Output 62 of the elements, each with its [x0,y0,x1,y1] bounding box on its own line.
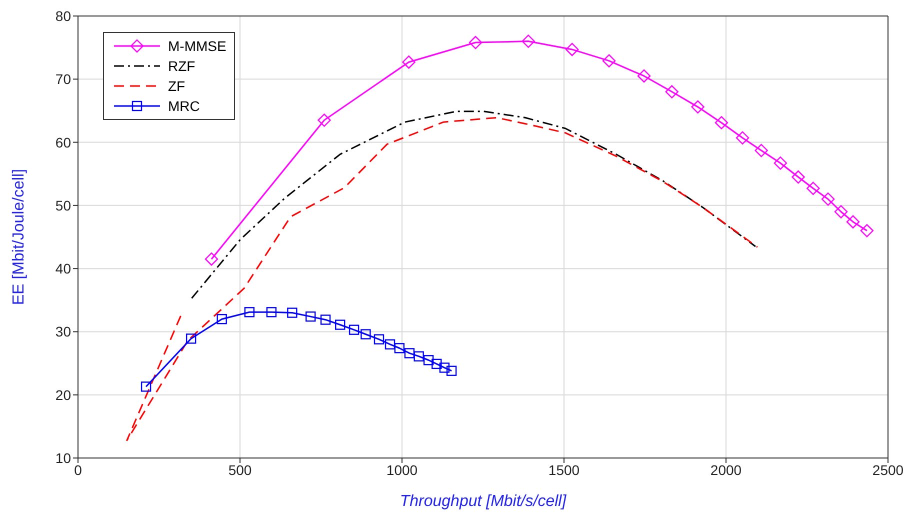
y-tick-label: 50 [55,197,72,214]
y-tick-label: 70 [55,71,72,88]
point [404,348,415,358]
y-tick-label: 40 [55,260,72,277]
point [432,358,442,370]
point [423,355,434,366]
point [714,116,728,130]
point [834,205,848,218]
point [821,192,835,206]
legend-label: ZF [168,78,186,94]
point [522,34,535,48]
x-tick-label: 1500 [548,462,580,478]
point [216,314,227,324]
x-tick-label: 500 [228,462,252,478]
point [439,362,450,373]
point [348,324,360,335]
y-tick-label: 10 [55,450,72,466]
point [806,182,820,195]
point [468,36,482,50]
y-tick-label: 30 [55,324,72,340]
point [140,382,152,392]
legend-label: MRC [168,98,200,114]
x-tick-label: 1000 [386,462,418,478]
point [374,334,384,344]
point [446,366,457,376]
point [335,320,346,330]
point [691,100,704,114]
point [244,307,254,318]
y-tick-label: 80 [55,8,72,24]
point [792,170,805,184]
y-tick-label: 20 [55,386,72,403]
x-tick-label: 2500 [872,462,904,478]
y-tick-label: 60 [55,134,72,150]
point [402,55,416,69]
point [320,314,331,325]
point [637,69,651,83]
line-series [126,116,758,442]
point [394,343,405,354]
point [318,114,331,127]
point [774,156,788,170]
point [602,54,616,68]
point [566,42,579,56]
legend-label: M-MMSE [168,38,226,54]
point [754,144,768,158]
y-axis-title: EE [Mbit/Joule/cell] [10,168,28,306]
point [846,215,860,228]
point [204,252,218,266]
point [360,329,371,340]
point [384,339,396,350]
x-axis-title: Throughput [Mbit/s/cell] [400,493,567,510]
point [736,131,750,144]
point [665,85,678,98]
point [860,224,874,238]
x-tick-label: 0 [74,462,82,478]
point [266,307,277,318]
point [186,334,196,344]
point [414,351,424,362]
point [287,308,298,318]
x-tick-label: 2000 [710,462,742,478]
point [306,311,316,322]
legend-label: RZF [168,58,196,74]
line-series [190,110,756,299]
